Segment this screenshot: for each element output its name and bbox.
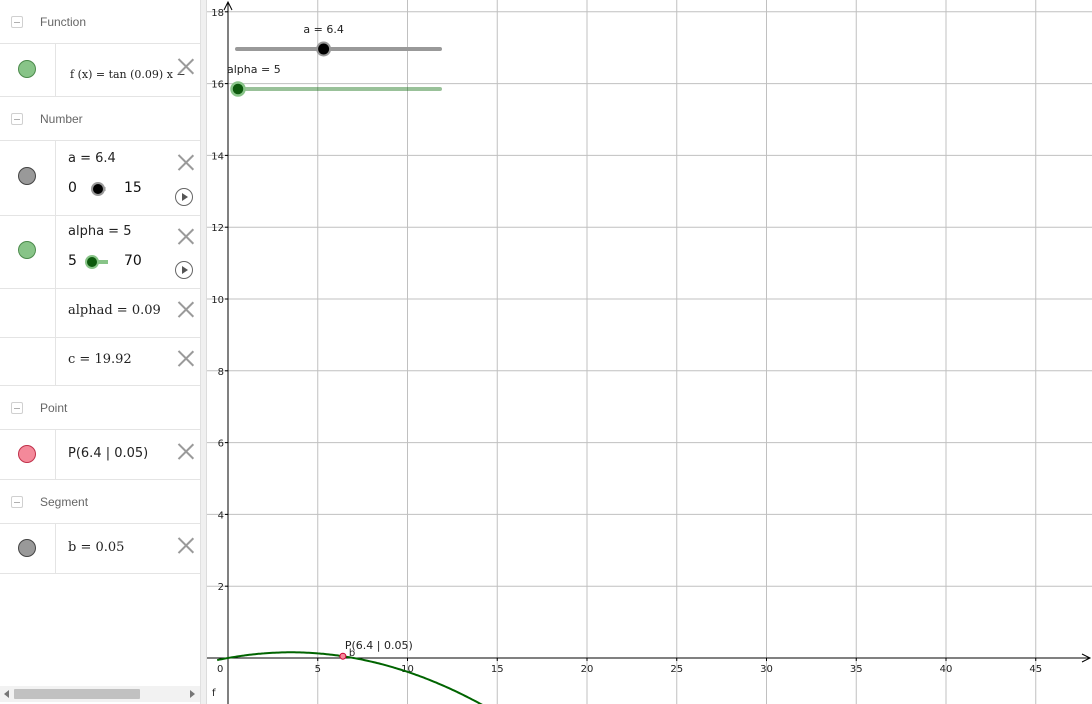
y-tick-label: 4 — [218, 510, 224, 521]
slider-a-max: 15 — [124, 180, 142, 196]
y-tick-label: 14 — [211, 151, 224, 162]
marble-column — [0, 216, 56, 288]
slider-a-definition[interactable]: a = 6.4 — [68, 151, 116, 166]
y-tick-label: 16 — [211, 80, 224, 91]
segment-b-label: b — [349, 648, 355, 659]
algebra-item-alphad[interactable]: alphad = 0.09 — [0, 289, 200, 338]
group-label-number: Number — [40, 112, 83, 126]
x-tick-labels: 0 5 10 15 20 25 30 35 40 45 — [217, 658, 1042, 675]
x-tick-label: 15 — [491, 664, 504, 675]
algebra-item-f[interactable]: f (x) = tan (0.09) x − — [0, 44, 200, 97]
point-P-definition[interactable]: P(6.4 | 0.05) — [68, 446, 149, 461]
visibility-marble-P[interactable] — [18, 445, 36, 463]
scroll-right-icon[interactable] — [190, 690, 195, 698]
delete-b-icon[interactable] — [177, 537, 194, 554]
x-tick-label: 30 — [760, 664, 773, 675]
collapse-number-toggle[interactable] — [11, 113, 23, 125]
slider-a-knob[interactable] — [91, 182, 105, 196]
collapse-segment-toggle[interactable] — [11, 496, 23, 508]
point-P[interactable] — [339, 652, 347, 660]
visibility-marble-alpha[interactable] — [18, 241, 36, 259]
x-tick-label: 10 — [401, 664, 414, 675]
algebra-item-P[interactable]: P(6.4 | 0.05) — [0, 430, 200, 480]
group-label-segment: Segment — [40, 495, 89, 509]
grid-lines — [207, 0, 1092, 704]
delete-alphad-icon[interactable] — [177, 301, 194, 318]
x-tick-label: 35 — [850, 664, 863, 675]
play-a-icon[interactable] — [175, 188, 193, 206]
algebra-item-b[interactable]: b = 0.05 — [0, 524, 200, 574]
function-f-curve[interactable] — [216, 651, 488, 704]
slider-alpha-max: 70 — [124, 253, 142, 269]
x-tick-label: 40 — [940, 664, 953, 675]
slider-alpha-track[interactable] — [92, 260, 108, 264]
marble-column — [0, 430, 56, 479]
graphics-slider-a-label: a = 6.4 — [303, 23, 343, 36]
y-tick-label: 6 — [218, 439, 224, 450]
axes — [207, 0, 1092, 704]
slider-alpha-min: 5 — [68, 253, 77, 269]
y-tick-label: 12 — [211, 223, 224, 234]
y-tick-label: 10 — [211, 295, 224, 306]
graphics-canvas[interactable]: 0 5 10 15 20 25 30 35 40 45 2 4 6 8 10 12 14 16 18 f a = … — [207, 0, 1092, 704]
group-label-point: Point — [40, 401, 68, 415]
group-label-function: Function — [40, 15, 87, 29]
marble-column — [0, 289, 56, 337]
slider-a-min: 0 — [68, 180, 77, 196]
delete-f-icon[interactable] — [177, 58, 194, 75]
scroll-left-icon[interactable] — [4, 690, 9, 698]
number-c-definition[interactable]: c = 19.92 — [68, 352, 132, 367]
delete-alpha-icon[interactable] — [177, 228, 194, 245]
x-tick-label: 45 — [1029, 664, 1042, 675]
x-tick-label: 5 — [315, 664, 321, 675]
marble-column — [0, 44, 56, 96]
visibility-marble-b[interactable] — [18, 539, 36, 557]
y-tick-labels: 2 4 6 8 10 12 14 16 18 — [211, 8, 228, 593]
x-axis-arrow — [1081, 653, 1092, 663]
function-f-label: f — [212, 688, 216, 699]
play-alpha-icon[interactable] — [175, 261, 193, 279]
graphics-slider-a-knob[interactable] — [316, 41, 332, 57]
algebra-item-a[interactable]: a = 6.4 0 15 — [0, 141, 200, 216]
view-divider[interactable] — [200, 0, 207, 704]
slider-alpha-definition[interactable]: alpha = 5 — [68, 224, 132, 239]
marble-column — [0, 141, 56, 215]
delete-a-icon[interactable] — [177, 154, 194, 171]
group-header-function[interactable]: Function — [0, 0, 200, 44]
y-axis-arrow — [223, 0, 233, 11]
algebra-view: Function f (x) = tan (0.09) x − Number a… — [0, 0, 200, 704]
x-tick-label: 20 — [581, 664, 594, 675]
slider-alpha-knob[interactable] — [85, 255, 99, 269]
delete-c-icon[interactable] — [177, 350, 194, 367]
collapse-function-toggle[interactable] — [11, 16, 23, 28]
group-header-number[interactable]: Number — [0, 97, 200, 141]
marble-column — [0, 338, 56, 385]
y-tick-label: 18 — [211, 8, 224, 19]
visibility-marble-f[interactable] — [18, 60, 36, 78]
visibility-marble-a[interactable] — [18, 167, 36, 185]
group-header-segment[interactable]: Segment — [0, 480, 200, 524]
function-f-definition[interactable]: f (x) = tan (0.09) x − — [70, 68, 186, 81]
y-tick-label: 8 — [218, 367, 224, 378]
graphics-slider-alpha-label: alpha = 5 — [227, 63, 281, 76]
point-P-label: P(6.4 | 0.05) — [345, 639, 413, 652]
graphics-view[interactable]: 0 5 10 15 20 25 30 35 40 45 2 4 6 8 10 12 14 16 18 f a = … — [207, 0, 1092, 704]
algebra-item-alpha[interactable]: alpha = 5 5 70 — [0, 216, 200, 289]
graphics-slider-alpha-knob[interactable] — [230, 81, 246, 97]
number-alphad-definition[interactable]: alphad = 0.09 — [68, 303, 161, 318]
x-tick-label: 25 — [670, 664, 683, 675]
scrollbar-thumb[interactable] — [14, 689, 140, 699]
x-tick-label: 0 — [217, 664, 223, 675]
delete-P-icon[interactable] — [177, 443, 194, 460]
y-tick-label: 2 — [218, 582, 224, 593]
algebra-horizontal-scrollbar[interactable] — [0, 686, 200, 702]
collapse-point-toggle[interactable] — [11, 402, 23, 414]
marble-column — [0, 524, 56, 573]
segment-b-definition[interactable]: b = 0.05 — [68, 540, 125, 555]
algebra-item-c[interactable]: c = 19.92 — [0, 338, 200, 386]
group-header-point[interactable]: Point — [0, 386, 200, 430]
